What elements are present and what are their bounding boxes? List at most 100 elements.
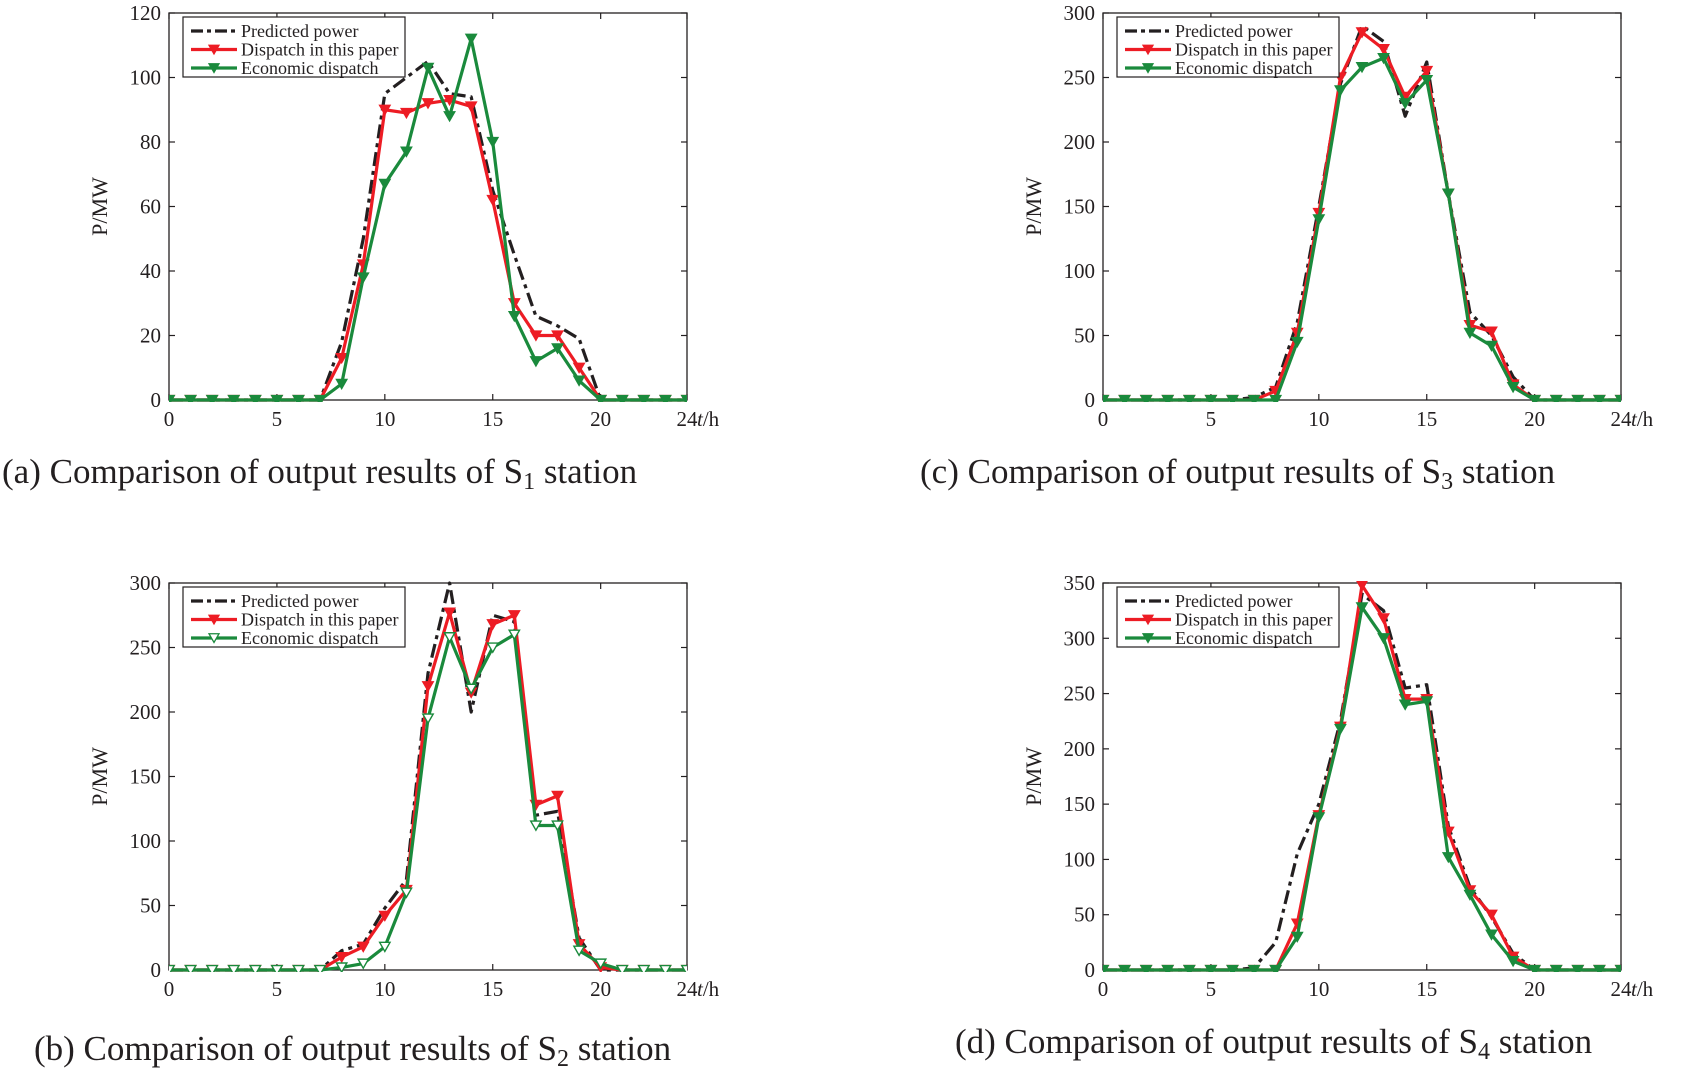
legend-swatch-marker [1141, 614, 1155, 626]
data-point-marker [1269, 964, 1283, 972]
data-point-marker [486, 619, 500, 631]
data-point-marker [1485, 929, 1498, 941]
data-point-marker [572, 945, 586, 957]
data-point-marker [378, 941, 392, 953]
data-point-marker [1528, 964, 1542, 972]
data-point-marker [421, 681, 435, 693]
data-point-marker [551, 343, 564, 355]
x-tick-label: 5 [1206, 407, 1217, 431]
data-point-marker [1182, 394, 1196, 402]
legend-label: Economic dispatch [1175, 628, 1312, 648]
caption-c: (c) Comparison of output results of S3 s… [920, 452, 1555, 495]
data-point-marker [292, 964, 305, 972]
data-point-marker [356, 941, 370, 953]
y-tick-label: 100 [130, 66, 162, 90]
data-point-marker [1571, 964, 1585, 972]
data-point-marker [1161, 394, 1175, 402]
data-point-marker [1420, 696, 1434, 708]
data-point-marker [1139, 394, 1153, 402]
series-group [1103, 24, 1621, 402]
data-point-marker [1377, 613, 1390, 625]
x-tick-label: 24 [677, 407, 699, 431]
x-tick-label: 0 [1098, 407, 1109, 431]
series-line-3 [169, 37, 687, 402]
legend-swatch-marker [1141, 63, 1155, 74]
x-axis-label: t/h [1631, 407, 1654, 431]
data-point-marker [1528, 394, 1542, 402]
x-axis-label: t/h [697, 977, 720, 1001]
data-point-marker [1420, 74, 1434, 87]
data-point-marker [378, 178, 392, 191]
y-tick-label: 200 [130, 700, 162, 724]
data-point-marker [1377, 44, 1390, 56]
y-tick-label: 300 [1064, 626, 1096, 650]
legend-swatch-marker [1141, 633, 1155, 644]
data-point-marker [1226, 394, 1239, 402]
series-line-2 [169, 611, 687, 972]
y-tick-label: 150 [130, 765, 162, 789]
data-point-marker [1103, 964, 1110, 972]
y-tick-label: 50 [140, 894, 161, 918]
x-tick-label: 15 [482, 407, 503, 431]
data-point-marker [400, 887, 413, 899]
y-axis-label: P/MW [1021, 747, 1046, 806]
x-tick-label: 0 [1098, 977, 1109, 1001]
data-point-marker [1571, 394, 1585, 402]
data-point-marker [1204, 394, 1218, 402]
data-point-marker [421, 62, 435, 74]
data-point-marker [421, 713, 435, 725]
legend-swatch-marker [207, 633, 221, 644]
data-point-marker [1355, 602, 1369, 614]
x-tick-label: 10 [1308, 407, 1329, 431]
x-tick-label: 20 [1524, 407, 1545, 431]
data-point-marker [680, 964, 687, 972]
legend-label: Dispatch in this paper [241, 40, 398, 60]
y-tick-label: 200 [1064, 130, 1096, 154]
legend-label: Economic dispatch [241, 628, 378, 648]
data-point-marker [270, 964, 284, 972]
y-tick-label: 100 [1064, 847, 1096, 871]
data-point-marker [507, 311, 521, 323]
x-axis-label: t/h [1631, 977, 1654, 1001]
caption-d: (d) Comparison of output results of S4 s… [955, 1022, 1592, 1065]
data-point-marker [464, 33, 478, 45]
y-tick-label: 350 [1064, 571, 1096, 595]
y-tick-label: 50 [1074, 324, 1095, 348]
y-tick-label: 250 [1064, 682, 1096, 706]
data-point-marker [1441, 188, 1455, 200]
data-point-marker [184, 394, 197, 402]
data-point-marker [615, 394, 629, 402]
y-tick-label: 100 [1064, 259, 1096, 283]
x-tick-label: 20 [1524, 977, 1545, 1001]
x-tick-label: 5 [272, 407, 283, 431]
series-line-3 [1103, 56, 1621, 402]
data-point-marker [1593, 964, 1606, 972]
data-point-marker [615, 964, 629, 972]
data-point-marker [313, 394, 327, 402]
data-point-marker [1247, 964, 1261, 972]
data-point-marker [169, 964, 176, 972]
data-point-marker [1398, 699, 1412, 711]
data-point-marker [464, 683, 478, 695]
data-point-marker [1549, 394, 1563, 402]
y-tick-label: 100 [130, 829, 162, 853]
y-tick-label: 120 [130, 1, 162, 25]
y-tick-label: 200 [1064, 737, 1096, 761]
data-point-marker [486, 136, 500, 149]
legend-swatch-marker [1141, 44, 1155, 56]
data-point-marker [1398, 98, 1412, 110]
y-tick-label: 0 [151, 388, 162, 412]
data-point-marker [356, 958, 370, 970]
data-point-marker [335, 962, 349, 972]
y-tick-label: 0 [1085, 388, 1096, 412]
x-tick-label: 15 [1416, 407, 1437, 431]
series-line-2 [169, 98, 687, 402]
data-point-marker [1182, 964, 1196, 972]
data-point-marker [486, 194, 500, 207]
x-tick-label: 24 [1611, 977, 1633, 1001]
data-point-marker [248, 394, 262, 402]
data-point-marker [378, 104, 392, 116]
